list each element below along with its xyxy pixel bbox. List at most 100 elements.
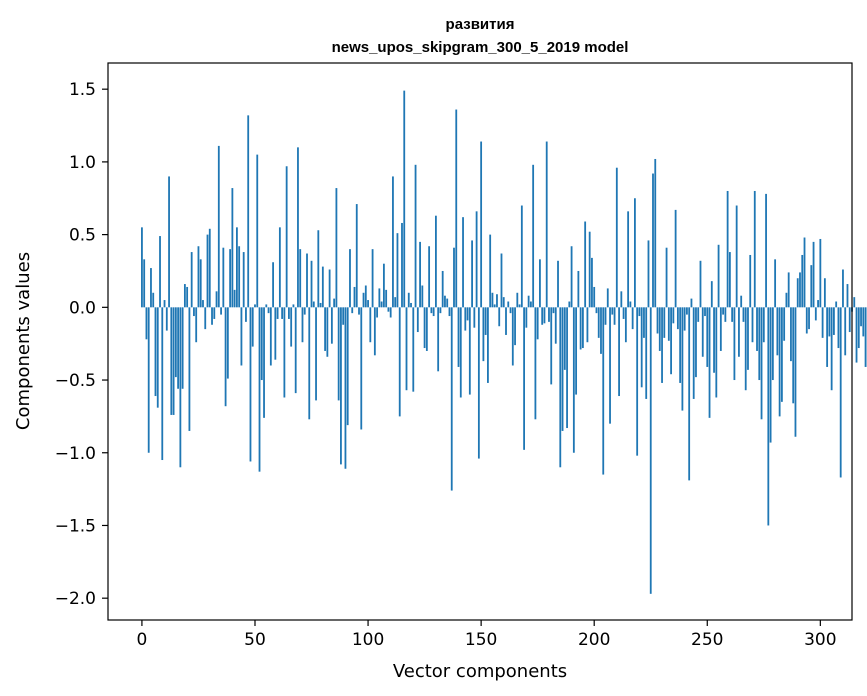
- bar: [245, 307, 247, 322]
- bar: [272, 262, 274, 308]
- bar: [828, 307, 831, 337]
- bar: [362, 292, 365, 308]
- bar: [518, 304, 521, 308]
- bar: [704, 307, 706, 317]
- bar: [464, 307, 467, 331]
- bar: [396, 233, 399, 308]
- bar: [762, 307, 765, 343]
- bar: [346, 307, 349, 426]
- bar: [622, 307, 625, 319]
- bar: [498, 307, 501, 327]
- y-tick-label: 1.5: [69, 80, 96, 100]
- bar: [351, 307, 354, 314]
- bar: [477, 307, 480, 459]
- bar: [337, 307, 340, 401]
- bar: [437, 307, 440, 372]
- bar: [600, 307, 602, 354]
- bar: [679, 307, 682, 383]
- bar: [710, 281, 713, 308]
- bar: [283, 307, 286, 398]
- bar: [373, 307, 376, 356]
- y-tick-label: −0.5: [55, 371, 96, 391]
- bar: [728, 252, 731, 308]
- bar: [525, 307, 528, 328]
- bar: [606, 288, 609, 308]
- bar: [258, 307, 261, 472]
- bar: [769, 307, 772, 443]
- bar: [864, 307, 867, 367]
- bar: [765, 193, 767, 308]
- bar: [776, 307, 779, 356]
- bar: [672, 307, 675, 324]
- bar: [428, 246, 431, 308]
- bar: [333, 298, 336, 308]
- y-tick-label: −1.0: [55, 444, 96, 464]
- bar: [364, 285, 367, 308]
- bar: [278, 227, 281, 308]
- bar: [830, 307, 833, 391]
- bar: [410, 302, 412, 308]
- bar: [785, 292, 788, 308]
- bar: [387, 307, 390, 312]
- bar: [706, 307, 709, 367]
- bar: [774, 259, 777, 308]
- bar: [842, 269, 844, 308]
- bar: [380, 301, 383, 308]
- bar: [496, 294, 498, 308]
- bar: [401, 222, 403, 308]
- bar: [507, 301, 510, 308]
- bar: [459, 307, 462, 398]
- bar: [602, 307, 605, 475]
- bar: [150, 268, 152, 308]
- bar: [670, 307, 672, 375]
- bar: [713, 307, 715, 373]
- bar: [661, 307, 663, 383]
- bar: [446, 298, 449, 308]
- bar: [554, 307, 557, 344]
- bar: [747, 307, 749, 370]
- bar: [193, 307, 195, 317]
- bar: [756, 307, 758, 351]
- bar: [557, 260, 559, 308]
- bar: [251, 307, 254, 347]
- bar: [740, 295, 743, 308]
- bar: [240, 307, 243, 366]
- bar: [450, 307, 453, 491]
- bar: [726, 190, 729, 308]
- bar: [432, 307, 435, 317]
- bar: [808, 307, 810, 330]
- bar: [188, 307, 191, 431]
- bar: [697, 307, 700, 322]
- bar: [593, 286, 596, 308]
- bar: [629, 301, 632, 308]
- bar: [613, 307, 616, 325]
- bar: [267, 307, 270, 314]
- bar: [473, 307, 476, 328]
- bar: [676, 307, 679, 330]
- bar: [466, 307, 469, 321]
- bar: [767, 307, 770, 526]
- bar: [516, 292, 519, 308]
- bar: [665, 247, 668, 308]
- bar: [860, 307, 862, 327]
- bar: [719, 307, 722, 351]
- bar: [290, 307, 293, 347]
- bar: [306, 253, 308, 308]
- bar: [269, 307, 272, 366]
- bar: [299, 249, 302, 308]
- bar: [579, 307, 582, 350]
- bar: [441, 270, 444, 308]
- bar: [848, 307, 851, 333]
- bar: [444, 295, 446, 308]
- bar: [545, 141, 548, 308]
- bar: [552, 307, 555, 314]
- bar: [543, 307, 546, 324]
- bar: [627, 211, 630, 308]
- bar: [724, 307, 727, 322]
- bar: [674, 209, 677, 308]
- bar: [430, 307, 433, 314]
- bar: [394, 297, 397, 308]
- bar: [177, 307, 180, 389]
- y-tick-label: −2.0: [55, 589, 96, 609]
- bar: [823, 278, 826, 308]
